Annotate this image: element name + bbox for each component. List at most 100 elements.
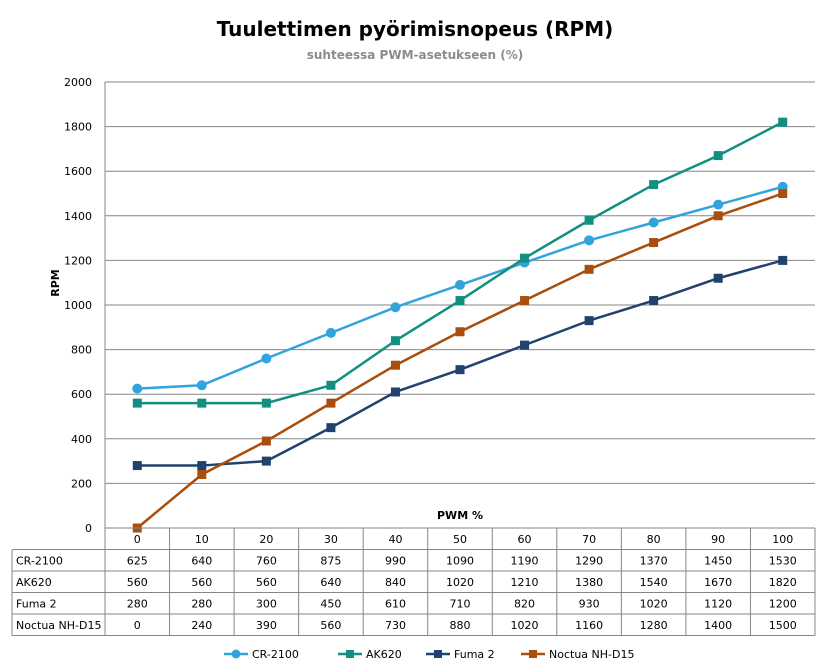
table-cell: 1450 — [704, 555, 732, 568]
x-tick-label: 40 — [388, 533, 402, 546]
table-cell: 1380 — [575, 576, 603, 589]
series-1 — [132, 117, 788, 408]
y-tick-label: 1600 — [64, 165, 92, 178]
table-cell: 1500 — [769, 619, 797, 632]
table-cell: 1020 — [511, 619, 539, 632]
data-point — [520, 253, 530, 263]
y-tick-label: 1000 — [64, 299, 92, 312]
table-cell: 710 — [450, 598, 471, 611]
chart-subtitle: suhteessa PWM-asetukseen (%) — [307, 48, 524, 62]
table-cell: 990 — [385, 555, 406, 568]
series-line — [137, 259, 784, 467]
legend-marker — [346, 650, 354, 658]
table-cell: 240 — [191, 619, 212, 632]
data-point — [390, 336, 400, 346]
table-cell: 1370 — [640, 555, 668, 568]
x-tick-label: 80 — [647, 533, 661, 546]
data-point — [390, 360, 400, 370]
legend: CR-2100 AK620 Fuma 2 Noctua NH-D15 — [224, 648, 634, 661]
legend-marker — [529, 650, 537, 658]
table-cell: 390 — [256, 619, 277, 632]
x-tick-label: 60 — [518, 533, 532, 546]
table-cell: 1530 — [769, 555, 797, 568]
data-point — [132, 461, 142, 471]
table-row-label: CR-2100 — [16, 555, 63, 568]
table-cell: 560 — [320, 619, 341, 632]
data-point — [713, 199, 724, 210]
series-lines — [132, 117, 788, 533]
x-tick-label: 30 — [324, 533, 338, 546]
legend-label: CR-2100 — [252, 648, 299, 661]
table-cell: 820 — [514, 598, 535, 611]
data-point — [132, 398, 142, 408]
data-point — [584, 215, 594, 225]
table-cell: 625 — [127, 555, 148, 568]
data-point — [390, 302, 401, 313]
table-cell: 730 — [385, 619, 406, 632]
x-tick-label: 70 — [582, 533, 596, 546]
data-point — [649, 180, 659, 190]
table-cell: 0 — [134, 619, 141, 632]
x-tick-label: 50 — [453, 533, 467, 546]
table-cell: 280 — [191, 598, 212, 611]
y-tick-label: 800 — [71, 344, 92, 357]
data-point — [648, 217, 659, 228]
table-cell: 1160 — [575, 619, 603, 632]
data-point — [390, 387, 400, 397]
y-axis-label: RPM — [49, 269, 62, 296]
data-point — [455, 327, 465, 337]
table-cell: 1280 — [640, 619, 668, 632]
data-point — [713, 151, 723, 161]
table-cell: 1210 — [511, 576, 539, 589]
table-cell: 560 — [256, 576, 277, 589]
data-point — [649, 296, 659, 306]
legend-entry: AK620 — [338, 648, 402, 661]
table-cell: 280 — [127, 598, 148, 611]
table-row-label: Fuma 2 — [16, 598, 57, 611]
table-cell: 1020 — [446, 576, 474, 589]
data-point — [649, 238, 659, 248]
x-tick-label: 20 — [259, 533, 273, 546]
legend-marker — [434, 650, 442, 658]
table-cell: 450 — [320, 598, 341, 611]
table-cell: 1820 — [769, 576, 797, 589]
table-cell: 610 — [385, 598, 406, 611]
legend-marker — [231, 649, 241, 659]
data-point — [455, 296, 465, 306]
data-point — [520, 340, 530, 350]
legend-label: Noctua NH-D15 — [549, 648, 634, 661]
table-cell: 760 — [256, 555, 277, 568]
y-tick-label: 1200 — [64, 254, 92, 267]
data-point — [197, 398, 207, 408]
y-tick-label: 1800 — [64, 121, 92, 134]
legend-entry: Fuma 2 — [426, 648, 495, 661]
table-cell: 1200 — [769, 598, 797, 611]
table-cell: 875 — [320, 555, 341, 568]
x-tick-label: 10 — [195, 533, 209, 546]
table-row-label: Noctua NH-D15 — [16, 619, 101, 632]
legend-label: Fuma 2 — [454, 648, 495, 661]
data-point — [197, 461, 207, 471]
series-3 — [132, 189, 788, 533]
table-row-label: AK620 — [16, 576, 52, 589]
data-point — [778, 255, 788, 265]
chart-title: Tuulettimen pyörimisnopeus (RPM) — [217, 17, 614, 41]
legend-label: AK620 — [366, 648, 402, 661]
x-tick-label: 0 — [134, 533, 141, 546]
table-cell: 1670 — [704, 576, 732, 589]
table-cell: 1090 — [446, 555, 474, 568]
data-point — [778, 189, 788, 198]
data-point — [713, 273, 723, 283]
table-cell: 640 — [191, 555, 212, 568]
legend-entry: CR-2100 — [224, 648, 299, 661]
table-cell: 560 — [191, 576, 212, 589]
y-tick-label: 1400 — [64, 210, 92, 223]
y-tick-label: 0 — [85, 522, 92, 535]
data-point — [326, 398, 336, 408]
data-point — [261, 436, 271, 446]
x-axis-label: PWM % — [437, 509, 483, 522]
legend-entry: Noctua NH-D15 — [521, 648, 634, 661]
table-cell: 640 — [320, 576, 341, 589]
